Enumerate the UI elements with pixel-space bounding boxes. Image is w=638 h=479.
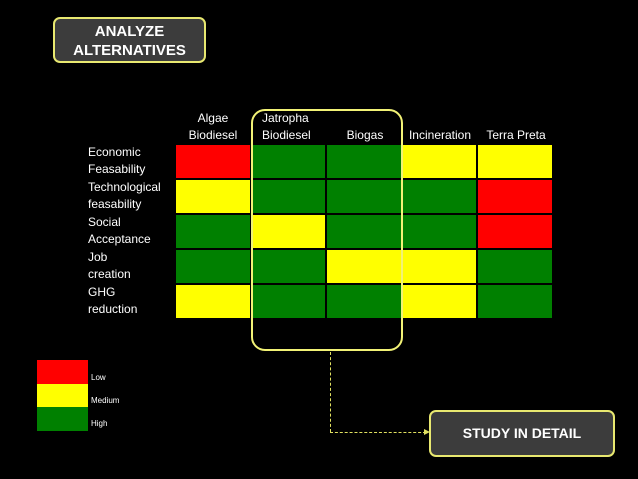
title-line-1: ANALYZE <box>94 23 165 40</box>
row-label-line-1: Job <box>88 250 108 264</box>
row-label-line-1: GHG <box>88 285 116 299</box>
row-label-economic-feasability: Economic Feasability <box>88 144 174 178</box>
column-header-line-2: Incineration <box>408 128 472 142</box>
rating-cell-medium <box>402 144 477 179</box>
column-header-line-1: Jatropha <box>262 111 309 125</box>
biogas-jatropha-highlight <box>251 109 403 351</box>
rating-cell-high <box>477 284 553 319</box>
rating-cell-high <box>175 249 251 284</box>
rating-matrix <box>175 144 553 319</box>
column-header-biogas: Biogas <box>327 110 403 144</box>
row-label-line-2: feasability <box>88 197 142 211</box>
row-label-social-acceptance: Social Acceptance <box>88 214 174 248</box>
legend-label-high: High <box>91 419 108 428</box>
study-in-detail-box: STUDY IN DETAIL <box>429 410 615 457</box>
rating-cell-high <box>402 179 477 214</box>
row-label-technological-feasability: Technological feasability <box>88 179 174 213</box>
rating-cell-high <box>251 249 326 284</box>
rating-cell-high <box>402 214 477 249</box>
rating-cell-medium <box>251 214 326 249</box>
row-label-line-1: Social <box>88 215 121 229</box>
title-line-2: ALTERNATIVES <box>73 42 186 59</box>
column-header-algae-biodiesel: Algae Biodiesel <box>175 110 251 144</box>
row-label-job-creation: Job creation <box>88 249 174 283</box>
rating-cell-high <box>477 249 553 284</box>
row-label-line-1: Technological <box>88 180 161 194</box>
rating-cell-high <box>326 144 402 179</box>
column-header-terra-preta: Terra Preta <box>478 110 554 144</box>
rating-cell-medium <box>175 284 251 319</box>
column-header-line-1: Algae <box>197 111 229 125</box>
rating-cell-medium <box>326 249 402 284</box>
rating-cell-low <box>175 144 251 179</box>
rating-cell-low <box>477 214 553 249</box>
connector-line-horizontal <box>330 432 426 433</box>
legend-swatch-low <box>37 360 88 384</box>
column-header-line-2: Biodiesel <box>262 128 311 142</box>
row-label-line-2: Acceptance <box>88 232 151 246</box>
rating-cell-medium <box>402 249 477 284</box>
row-label-line-1: Economic <box>88 145 141 159</box>
legend-label-low: Low <box>91 373 106 382</box>
column-header-line-2: Biogas <box>346 128 384 142</box>
rating-cell-medium <box>402 284 477 319</box>
column-header-line-1 <box>478 110 554 127</box>
rating-cell-medium <box>175 179 251 214</box>
row-label-line-2: reduction <box>88 302 138 316</box>
legend-swatch-medium <box>37 384 88 408</box>
column-header-incineration: Incineration <box>402 110 478 144</box>
rating-cell-high <box>251 284 326 319</box>
column-header-line-2: Terra Preta <box>486 128 546 142</box>
rating-cell-low <box>477 179 553 214</box>
analyze-alternatives-box: ANALYZE ALTERNATIVES <box>53 17 206 63</box>
row-label-ghg-reduction: GHG reduction <box>88 284 174 318</box>
column-header-jatropha-biodiesel: Jatropha Biodiesel <box>262 110 342 144</box>
row-label-line-2: Feasability <box>88 162 146 176</box>
study-in-detail-label: STUDY IN DETAIL <box>462 425 582 441</box>
column-header-line-1 <box>402 110 478 127</box>
row-label-line-2: creation <box>88 267 131 281</box>
column-header-line-2: Biodiesel <box>188 128 238 142</box>
rating-cell-high <box>251 179 326 214</box>
rating-cell-medium <box>477 144 553 179</box>
rating-cell-high <box>326 214 402 249</box>
legend-label-medium: Medium <box>91 396 120 405</box>
rating-cell-high <box>326 284 402 319</box>
connector-line-vertical <box>330 352 331 432</box>
connector-arrowhead-icon <box>424 429 430 435</box>
rating-cell-high <box>175 214 251 249</box>
legend-swatch-high <box>37 407 88 431</box>
